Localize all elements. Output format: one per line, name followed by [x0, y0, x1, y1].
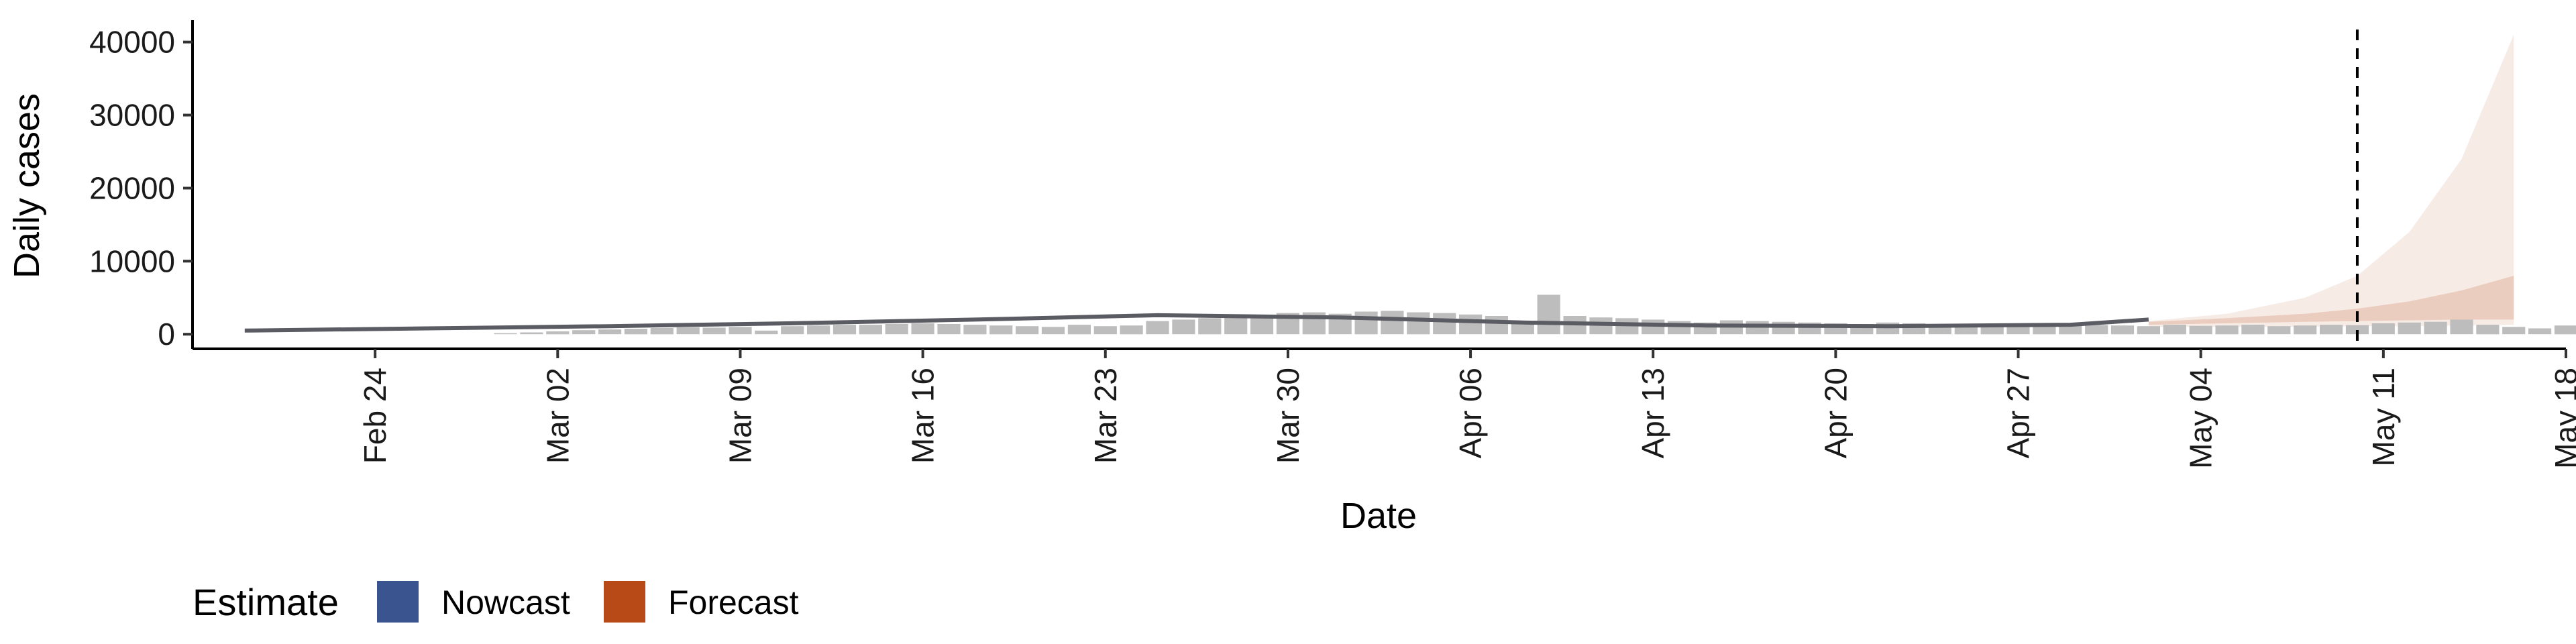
case-bar — [2163, 325, 2186, 335]
legend-label-nowcast: Nowcast — [441, 584, 570, 621]
case-bar — [2345, 325, 2369, 335]
case-bar — [1433, 313, 1456, 335]
case-bar — [2450, 319, 2473, 335]
legend: Estimate Nowcast Forecast — [193, 581, 799, 623]
case-bar — [676, 327, 700, 335]
case-bar — [1511, 323, 1534, 335]
x-tick-label: Mar 09 — [723, 368, 758, 464]
case-bar — [2059, 325, 2082, 335]
case-bar — [2085, 325, 2108, 335]
case-bar — [1120, 325, 1143, 335]
case-bar — [1485, 316, 1508, 335]
case-bar — [807, 325, 830, 335]
case-bar — [1354, 311, 1378, 335]
case-bar — [1772, 321, 1795, 335]
estimate-line — [244, 313, 2149, 333]
x-axis-title: Date — [1340, 496, 1417, 536]
case-bar — [1016, 326, 1039, 335]
case-bar — [2476, 325, 2500, 335]
case-bar — [650, 328, 674, 335]
x-tick-label: May 11 — [2366, 368, 2401, 466]
case-bar — [1224, 317, 1248, 335]
case-bar — [546, 331, 570, 335]
case-bar — [2320, 325, 2343, 335]
case-bar — [1459, 314, 1483, 335]
case-bar — [911, 323, 934, 335]
case-bar — [520, 332, 543, 335]
legend-title: Estimate — [193, 581, 339, 623]
case-bar — [702, 327, 726, 335]
case-bar — [494, 333, 517, 335]
case-bar — [2215, 325, 2239, 335]
legend-swatch-nowcast — [377, 581, 419, 623]
case-bar — [989, 325, 1013, 335]
case-bar — [2137, 326, 2160, 335]
x-tick-label: Mar 02 — [540, 368, 575, 464]
axes: 0 10000 20000 30000 40000 Feb 24 Mar 02 Mar 09 M… — [89, 20, 2576, 469]
x-tick-label: Apr 06 — [1453, 368, 1488, 459]
case-bar — [755, 330, 778, 335]
case-bar — [2528, 328, 2552, 335]
case-bar — [2189, 325, 2212, 335]
case-bar — [572, 330, 596, 335]
x-tick-label: May 18 — [2548, 368, 2576, 469]
case-bar — [2424, 321, 2447, 335]
case-bar — [624, 329, 647, 335]
case-bar — [598, 329, 622, 335]
case-bar — [937, 324, 961, 335]
case-bar — [833, 325, 857, 335]
y-tick-label: 10000 — [89, 244, 175, 278]
case-bar — [2294, 325, 2317, 335]
forecast-inner-band — [2148, 276, 2514, 325]
case-bar — [1198, 318, 1222, 335]
x-tick-label: Apr 20 — [1818, 368, 1853, 459]
case-bar — [1172, 319, 1195, 335]
case-bar — [729, 327, 752, 335]
x-tick-label: Feb 24 — [358, 368, 392, 464]
y-tick-label: 30000 — [89, 98, 175, 133]
y-tick-label: 40000 — [89, 25, 175, 60]
case-bar — [1381, 311, 1404, 335]
case-bar — [885, 324, 908, 335]
forecast-outer-band — [2148, 34, 2514, 327]
plot-area — [244, 30, 2576, 349]
case-bar — [1642, 319, 1665, 335]
case-bar — [2033, 325, 2056, 335]
case-bar — [2398, 322, 2421, 335]
case-bar — [2241, 325, 2265, 335]
y-tick-label: 0 — [158, 317, 175, 352]
case-bar — [2267, 326, 2291, 335]
case-bar — [1537, 294, 1560, 335]
case-bar — [2110, 325, 2135, 335]
case-bar — [2554, 325, 2576, 335]
x-tick-label: Mar 23 — [1088, 368, 1123, 464]
y-axis-title: Daily cases — [7, 93, 47, 278]
case-bar — [859, 325, 882, 335]
y-tick-label: 20000 — [89, 170, 175, 205]
case-bar — [1041, 327, 1065, 335]
legend-label-forecast: Forecast — [668, 584, 799, 621]
x-tick-label: Mar 16 — [906, 368, 941, 464]
case-bar — [781, 326, 804, 335]
case-bar — [1093, 326, 1117, 335]
case-bar — [963, 325, 987, 335]
case-bar — [1067, 325, 1091, 335]
x-tick-label: Apr 13 — [1635, 368, 1670, 459]
case-bar — [1146, 321, 1169, 335]
x-tick-label: May 04 — [2184, 368, 2218, 469]
case-bar — [2371, 323, 2395, 335]
x-tick-label: Apr 27 — [2001, 368, 2036, 459]
case-bar — [2502, 327, 2526, 335]
case-bar — [1407, 312, 1430, 335]
legend-swatch-forecast — [604, 581, 645, 623]
case-bar — [1980, 325, 2004, 335]
x-tick-label: Mar 30 — [1271, 368, 1305, 464]
